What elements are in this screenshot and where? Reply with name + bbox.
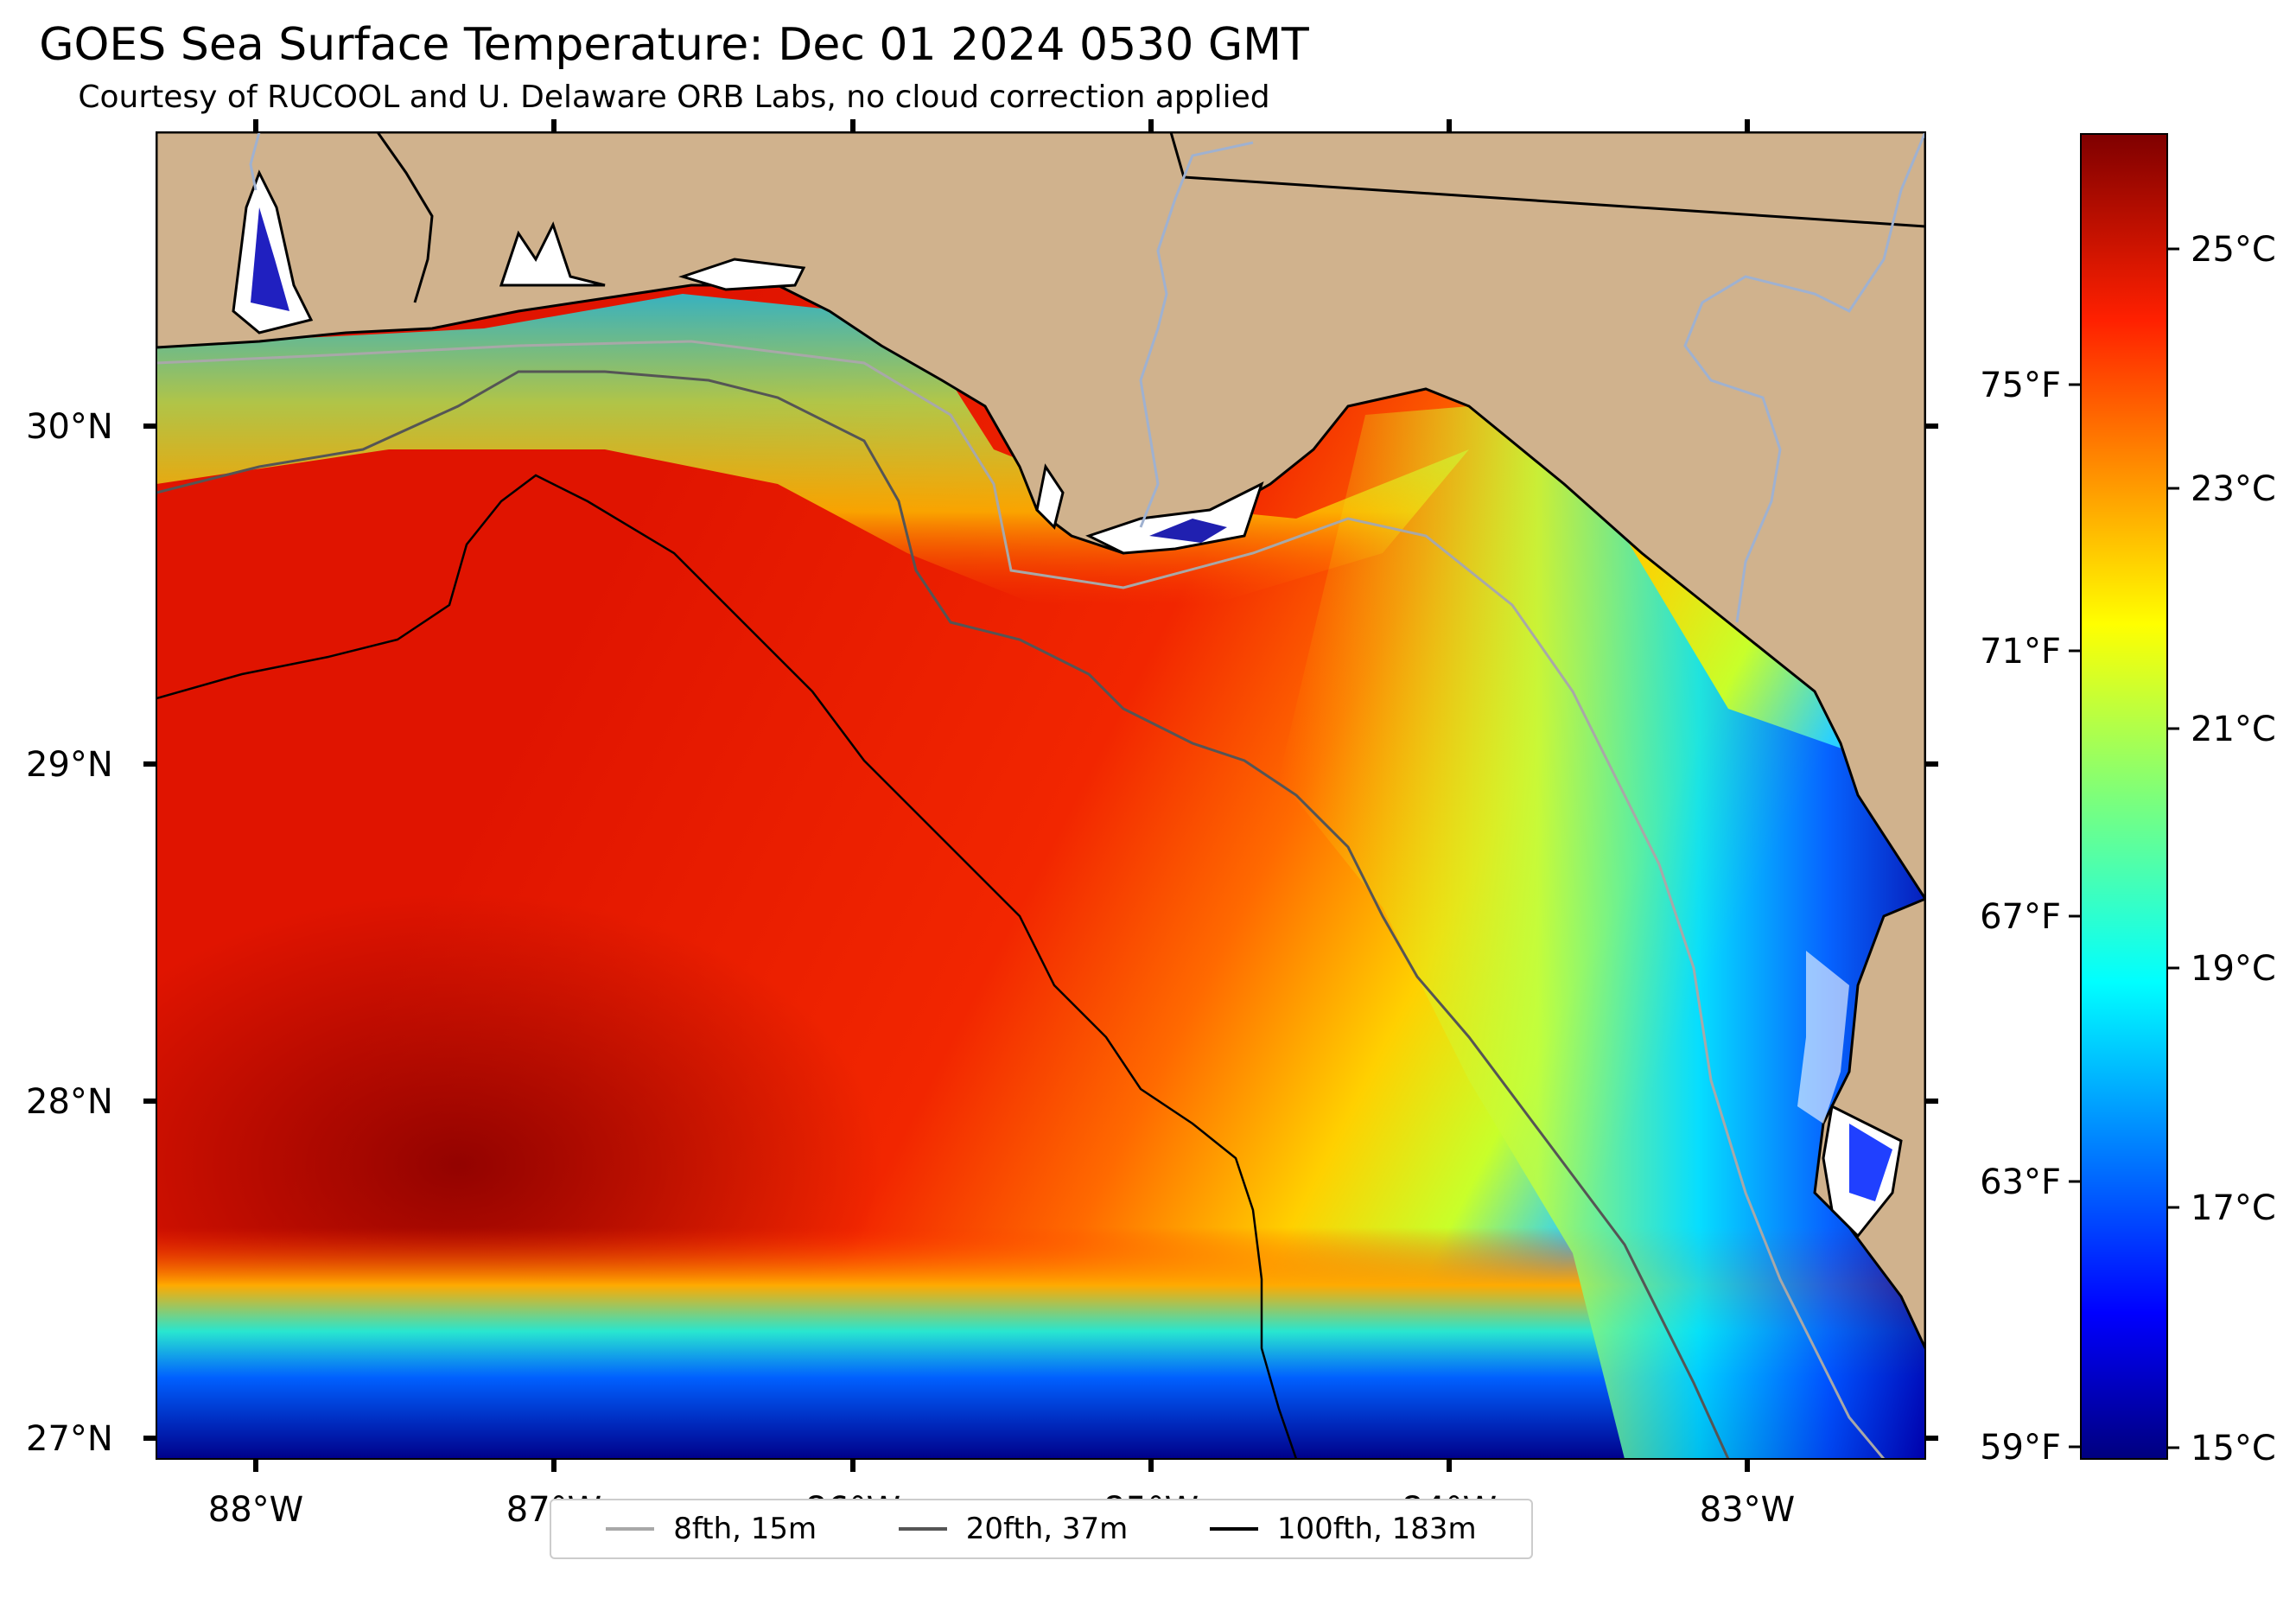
isobath-20fth [156, 370, 1730, 1459]
cbar-f-75: 75°F [1980, 366, 2061, 405]
lon-label-88w: 88°W [208, 1490, 303, 1530]
lon-label-83w: 83°W [1700, 1490, 1795, 1530]
river-suwannee [1683, 132, 1925, 623]
choctawhatchee-bay [678, 258, 806, 291]
legend-item-20fth: 20fth, 37m [898, 1512, 1129, 1546]
map-title: GOES Sea Surface Temperature: Dec 01 202… [39, 19, 1309, 71]
map-frame [156, 131, 1926, 1460]
st-joseph-bay [1035, 463, 1065, 530]
cbar-c-17: 17°C [2191, 1188, 2276, 1228]
cbar-f-71: 71°F [1980, 632, 2061, 672]
lat-label-28n: 28°N [26, 1082, 113, 1122]
legend-label-20fth: 20fth, 37m [965, 1512, 1129, 1546]
colorbar-ticks [2069, 247, 2179, 1449]
west-florida-coast-blank [1797, 951, 1849, 1124]
map-subtitle: Courtesy of RUCOOL and U. Delaware ORB L… [78, 80, 1270, 115]
mobile-bay-water [251, 207, 289, 311]
apalachicola-bay [1085, 481, 1264, 555]
legend-item-100fth: 100fth, 183m [1209, 1512, 1477, 1546]
state-border-ms-al [376, 132, 434, 303]
state-border-ga-al [1169, 132, 1186, 178]
legend-item-8fth: 8fth, 15m [606, 1512, 817, 1546]
isobath-legend: 8fth, 15m 20fth, 37m 100fth, 183m [550, 1499, 1533, 1559]
land-east-florida [1813, 897, 1925, 1349]
cbar-f-67: 67°F [1980, 897, 2061, 937]
cbar-c-23: 23°C [2191, 469, 2276, 509]
colorbar [2080, 133, 2168, 1460]
lat-label-27n: 27°N [26, 1419, 113, 1459]
pensacola-bay [499, 221, 606, 287]
isobath-100fth [156, 474, 1298, 1459]
legend-label-100fth: 100fth, 183m [1276, 1512, 1477, 1546]
legend-swatch-8fth [606, 1527, 655, 1531]
cbar-c-15: 15°C [2191, 1429, 2276, 1468]
map-ticks [143, 119, 1938, 1472]
legend-swatch-20fth [898, 1527, 947, 1531]
tampa-bay-water [1849, 1124, 1892, 1201]
river-mobile [249, 132, 261, 191]
isobath-8fth [156, 340, 1886, 1459]
apalachicola-bay-water [1149, 519, 1227, 543]
state-border-al-fl [1183, 175, 1925, 228]
cbar-c-25: 25°C [2191, 230, 2276, 270]
lat-label-30n: 30°N [26, 407, 113, 447]
lat-label-29n: 29°N [26, 745, 113, 785]
cbar-c-19: 19°C [2191, 949, 2276, 989]
river-chattahoochee [1139, 141, 1254, 528]
map-area [156, 132, 1925, 1459]
legend-swatch-100fth [1209, 1527, 1258, 1531]
sst-east-shelf [1279, 406, 1925, 1459]
cbar-f-59: 59°F [1980, 1428, 2061, 1468]
cbar-c-21: 21°C [2191, 710, 2276, 749]
cbar-f-63: 63°F [1980, 1162, 2061, 1202]
legend-label-8fth: 8fth, 15m [673, 1512, 817, 1546]
